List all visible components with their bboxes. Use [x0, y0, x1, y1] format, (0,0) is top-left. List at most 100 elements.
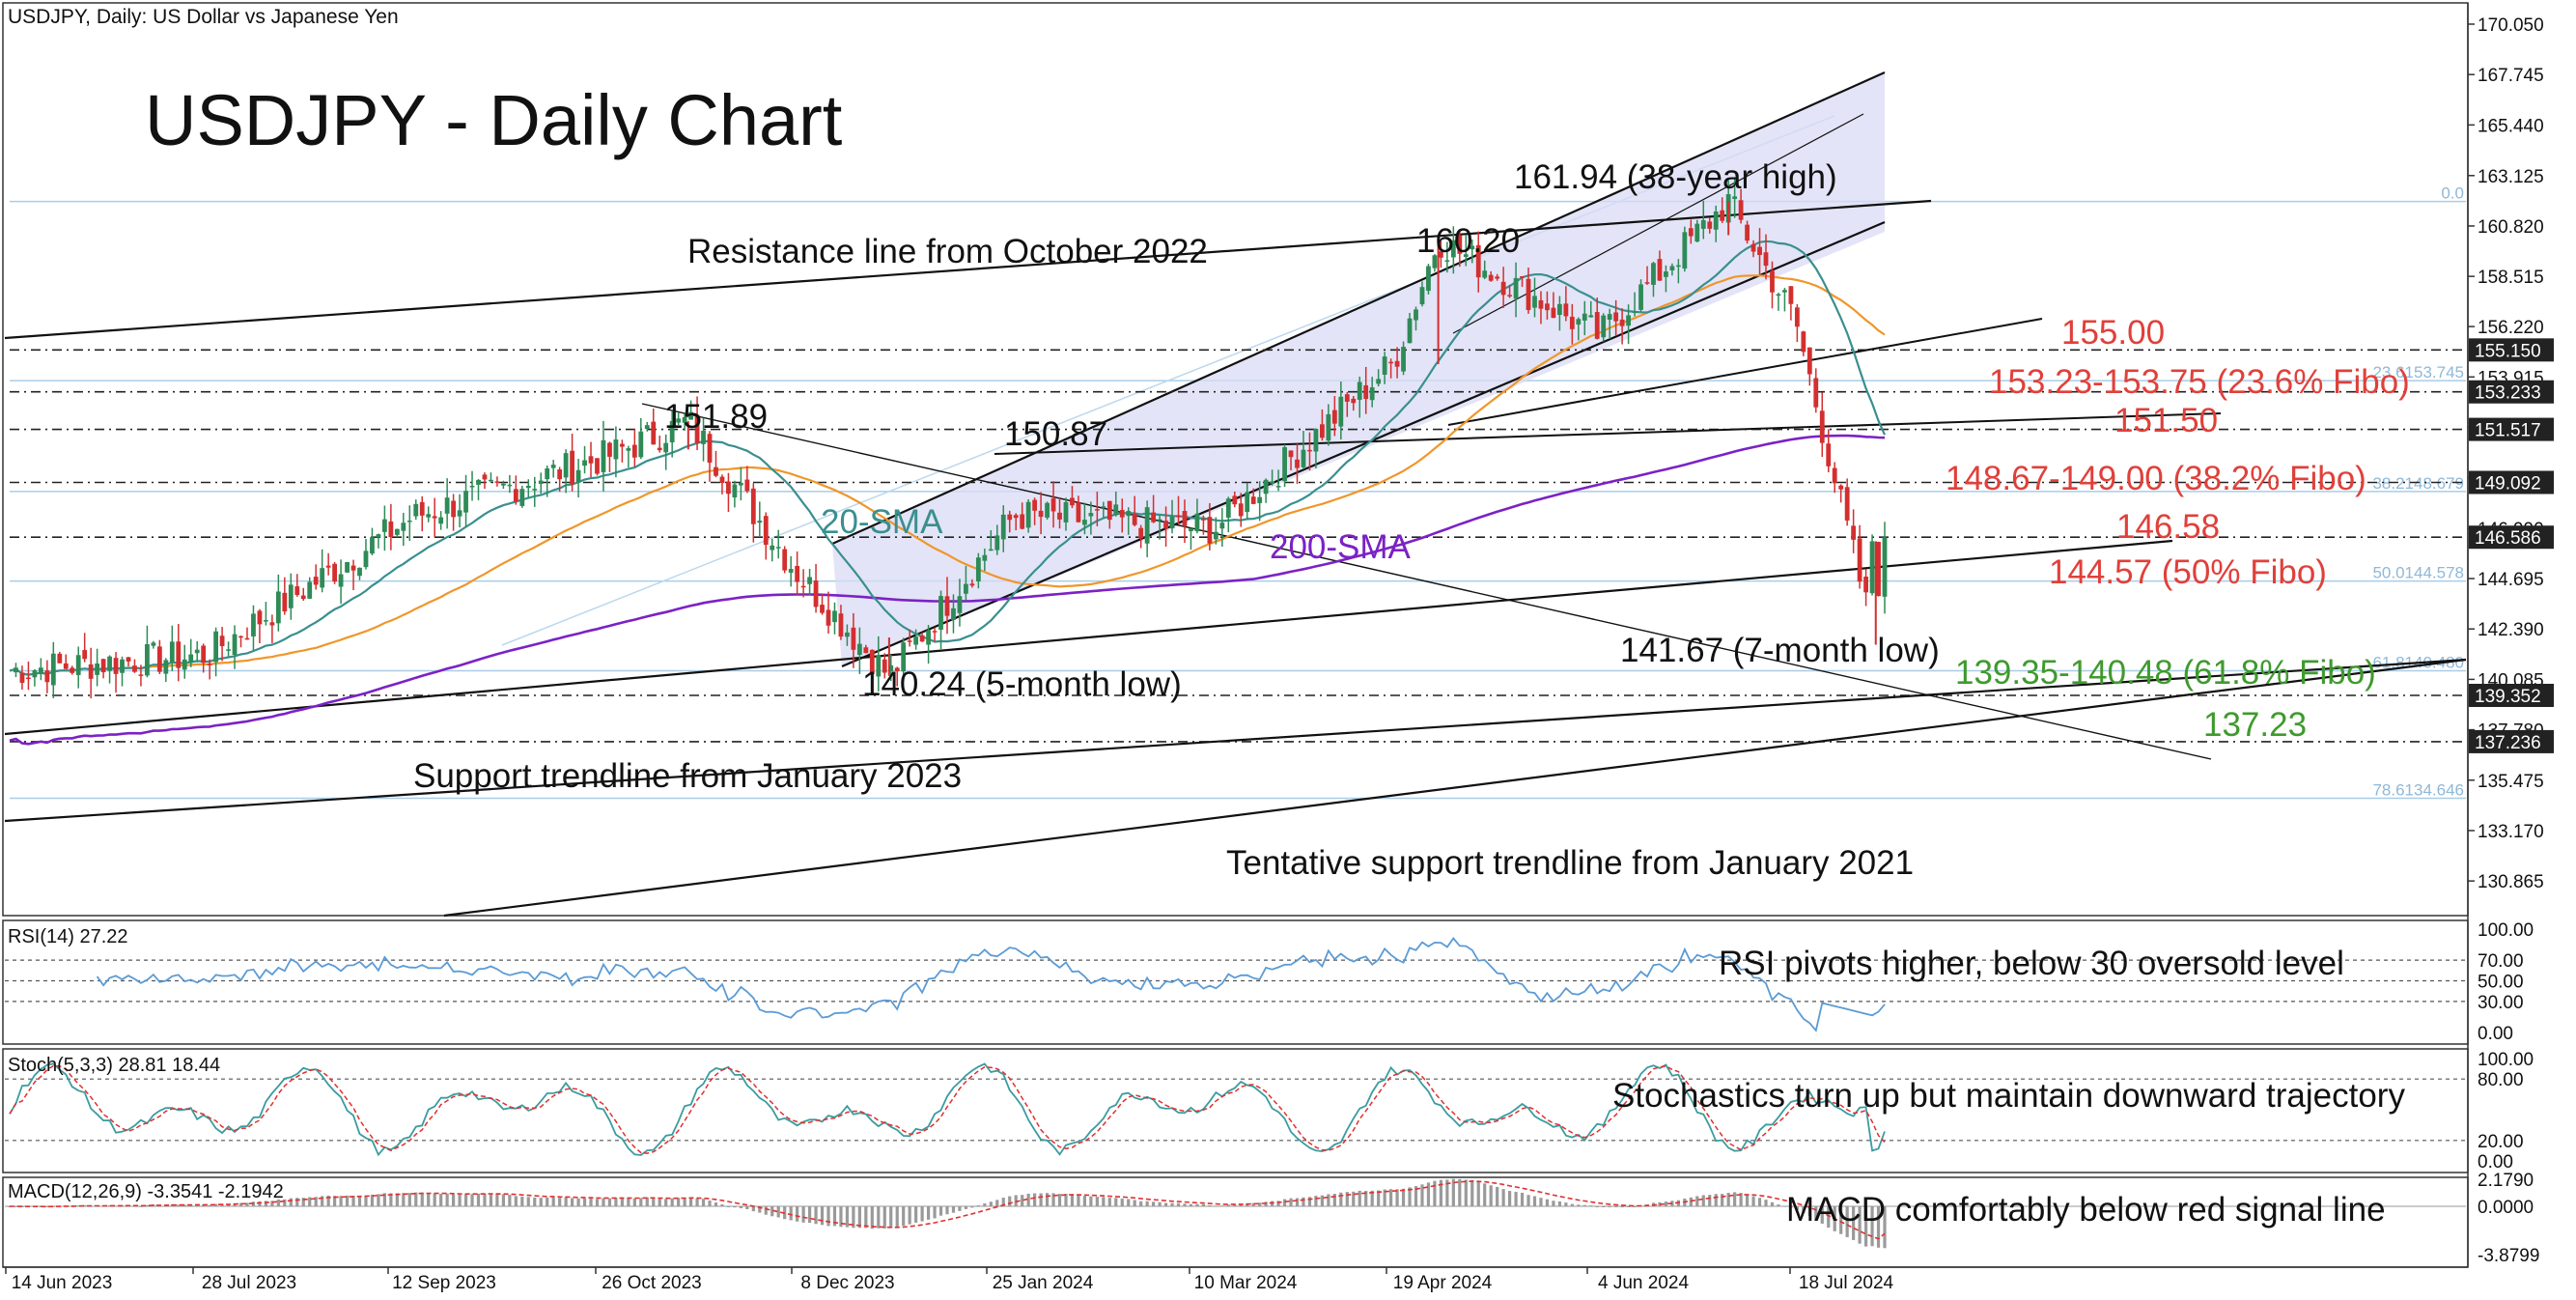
macd-bar [1239, 1203, 1243, 1206]
candle-body [1076, 502, 1081, 523]
macd-bar [1664, 1201, 1668, 1206]
macd-bar [1251, 1202, 1255, 1206]
candle-body [1819, 410, 1825, 443]
macd-bar [1721, 1194, 1724, 1206]
candle-body [1495, 276, 1500, 279]
macd-bar [258, 1201, 262, 1206]
candle-body [1169, 516, 1175, 529]
macd-bar [1589, 1205, 1593, 1207]
macd-bar [652, 1198, 656, 1206]
x-tick-label: 18 Jul 2024 [1799, 1273, 1894, 1293]
macd-bar [1077, 1195, 1080, 1206]
macd-bar [964, 1206, 968, 1209]
macd-bar [508, 1195, 512, 1206]
candle-body [1601, 315, 1607, 338]
fibo-label: 78.6134.646 [2372, 781, 2464, 800]
price-box [2469, 470, 2554, 495]
candle-body [1844, 487, 1850, 521]
candle-body [1038, 510, 1044, 518]
macd-bar [1820, 1206, 1824, 1224]
candle-body [476, 479, 481, 485]
candle-body [176, 641, 182, 668]
candle-body [582, 460, 587, 466]
macd-bar [1008, 1196, 1012, 1206]
macd-bar [801, 1206, 805, 1223]
candle-body [926, 630, 931, 645]
y-tick-label: 160.820 [2478, 217, 2544, 238]
macd-bar [1470, 1179, 1474, 1206]
macd-signal-line [10, 1180, 1886, 1240]
stoch-title: Stoch(5,3,3) 28.81 18.44 [8, 1055, 220, 1076]
macd-bar [1370, 1190, 1374, 1206]
high-150-label: 150.87 [1004, 415, 1107, 453]
candle-body [1682, 232, 1688, 269]
symbol-info: USDJPY, Daily: US Dollar vs Japanese Yen [8, 6, 399, 28]
candle-body [1838, 485, 1844, 490]
candle-body [1432, 255, 1438, 268]
candle-body [563, 453, 569, 478]
macd-bar [602, 1198, 605, 1206]
macd-bar [1170, 1202, 1174, 1206]
price-box [2469, 417, 2554, 441]
x-tick-label: 28 Jul 2023 [202, 1273, 296, 1293]
y-tick-label: 158.515 [2478, 268, 2544, 288]
macd-bar [145, 1204, 150, 1206]
candle-body [482, 474, 488, 480]
macd-bar [826, 1206, 830, 1227]
candle-body [1607, 314, 1612, 320]
macd-bar [476, 1193, 481, 1206]
candle-body [120, 659, 125, 673]
macd-bar [720, 1203, 724, 1206]
macd-bar [908, 1206, 911, 1225]
candle-body [770, 545, 775, 551]
macd-bar [902, 1206, 906, 1227]
candle-body [982, 554, 988, 561]
candle-body [726, 481, 731, 495]
macd-bar [1220, 1205, 1224, 1207]
macd-bar [632, 1198, 636, 1206]
macd-bar [489, 1193, 493, 1206]
candle-body [1450, 240, 1456, 258]
candle-body [19, 672, 25, 683]
candle-body [682, 416, 687, 423]
macd-bar [1045, 1193, 1050, 1206]
candle-body [107, 656, 112, 671]
candle-body [1713, 211, 1719, 230]
macd-bar [1289, 1198, 1293, 1206]
candle-body [1619, 319, 1625, 326]
candle-body [507, 484, 513, 487]
x-axis: 14 Jun 2023 28 Jul 2023 12 Sep 2023 26 Oct … [5, 1267, 1894, 1293]
y-tick-label: 167.745 [2478, 66, 2544, 86]
candle-body [1257, 496, 1263, 503]
candle-body [1869, 541, 1875, 594]
macd-bar [1345, 1192, 1349, 1206]
macd-bar [870, 1206, 874, 1229]
candle-body [1851, 525, 1857, 540]
macd-bar [1501, 1189, 1505, 1206]
macd-tick-label: 0.0000 [2478, 1198, 2534, 1218]
candle-body [1757, 246, 1762, 256]
candle-body [575, 469, 581, 483]
macd-bar [1189, 1203, 1193, 1206]
candle-body [1070, 497, 1075, 506]
macd-bar [789, 1206, 793, 1221]
macd-bar [1226, 1204, 1230, 1206]
macd-bar [414, 1192, 418, 1206]
candle-body [719, 476, 725, 484]
candle-body [944, 596, 950, 616]
sma200-label: 200-SMA [1270, 528, 1412, 566]
macd-bar [289, 1198, 293, 1206]
macd-bar [938, 1206, 943, 1216]
candle-body [1106, 500, 1112, 521]
level-155-label: 155.00 [2061, 314, 2165, 352]
candle-body [1219, 523, 1225, 529]
candle-body [1776, 294, 1781, 297]
macd-bar [1564, 1202, 1568, 1206]
candle-body [244, 637, 250, 640]
macd-bar [701, 1199, 706, 1206]
candle-body [513, 489, 518, 502]
macd-bar [1282, 1199, 1287, 1206]
candle-body [282, 592, 288, 612]
y-tick-label: 144.695 [2478, 570, 2544, 590]
macd-bar [920, 1206, 924, 1222]
